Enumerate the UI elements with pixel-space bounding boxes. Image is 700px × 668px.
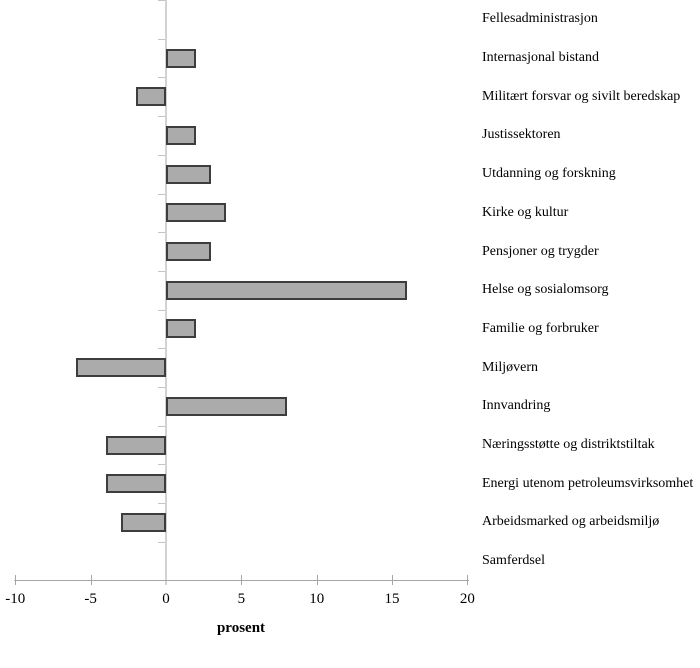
bar	[166, 280, 408, 300]
category-label: Helse og sosialomsorg	[482, 282, 609, 298]
category-label: Internasjonal bistand	[482, 50, 600, 66]
category-axis-tick	[158, 542, 165, 543]
bar	[135, 87, 166, 107]
value-axis-tick	[91, 575, 92, 585]
bar	[105, 474, 166, 494]
category-label: Energi utenom petroleumsvirksomhet	[482, 475, 694, 491]
category-axis-tick	[158, 387, 165, 388]
category-axis-tick	[158, 194, 165, 195]
category-label: Utdanning og forskning	[482, 166, 616, 182]
bar	[166, 242, 212, 262]
category-label: Næringsstøtte og distriktstiltak	[482, 437, 655, 453]
category-axis-tick	[158, 426, 165, 427]
category-axis-tick	[158, 155, 165, 156]
category-label: Kirke og kultur	[482, 204, 569, 220]
category-axis-tick	[158, 232, 165, 233]
category-axis-tick	[158, 271, 165, 272]
category-label: Innvandring	[482, 398, 551, 414]
bar	[166, 125, 197, 145]
category-label: Arbeidsmarked og arbeidsmiljø	[482, 514, 660, 530]
category-label: Samferdsel	[482, 553, 545, 569]
value-axis-tick-label: 15	[384, 591, 400, 607]
x-axis-title: prosent	[216, 620, 266, 636]
bar	[166, 164, 212, 184]
category-axis-tick	[158, 503, 165, 504]
category-axis-tick	[158, 464, 165, 465]
bar	[120, 512, 166, 532]
category-axis-tick	[158, 116, 165, 117]
value-axis-tick	[241, 575, 242, 585]
category-label: Militært forsvar og sivilt beredskap	[482, 88, 681, 104]
category-axis-tick	[158, 39, 165, 40]
category-label: Justissektoren	[482, 127, 561, 143]
value-axis-tick-label: 0	[162, 591, 170, 607]
bar	[166, 319, 197, 339]
category-label: Miljøvern	[482, 359, 538, 375]
value-axis-tick	[392, 575, 393, 585]
value-axis-tick	[467, 575, 468, 585]
value-axis-tick-label: 5	[237, 591, 246, 607]
value-axis-tick-label: -5	[84, 591, 97, 607]
category-axis-tick	[158, 0, 165, 1]
bar	[166, 396, 287, 416]
bar	[75, 358, 166, 378]
category-label: Pensjoner og trygder	[482, 243, 599, 259]
value-axis-tick-label: 10	[309, 591, 325, 607]
value-axis-tick-label: 20	[459, 591, 475, 607]
bar	[166, 203, 227, 223]
value-axis-tick	[317, 575, 318, 585]
value-axis-tick	[15, 575, 16, 585]
category-label: Fellesadministrasjon	[482, 11, 598, 27]
category-axis-tick	[158, 348, 165, 349]
value-axis-tick-label: -10	[5, 591, 26, 607]
bar	[105, 435, 166, 455]
category-axis-tick	[158, 310, 165, 311]
category-label: Familie og forbruker	[482, 320, 599, 336]
category-axis-tick	[158, 77, 165, 78]
bar	[166, 48, 197, 68]
